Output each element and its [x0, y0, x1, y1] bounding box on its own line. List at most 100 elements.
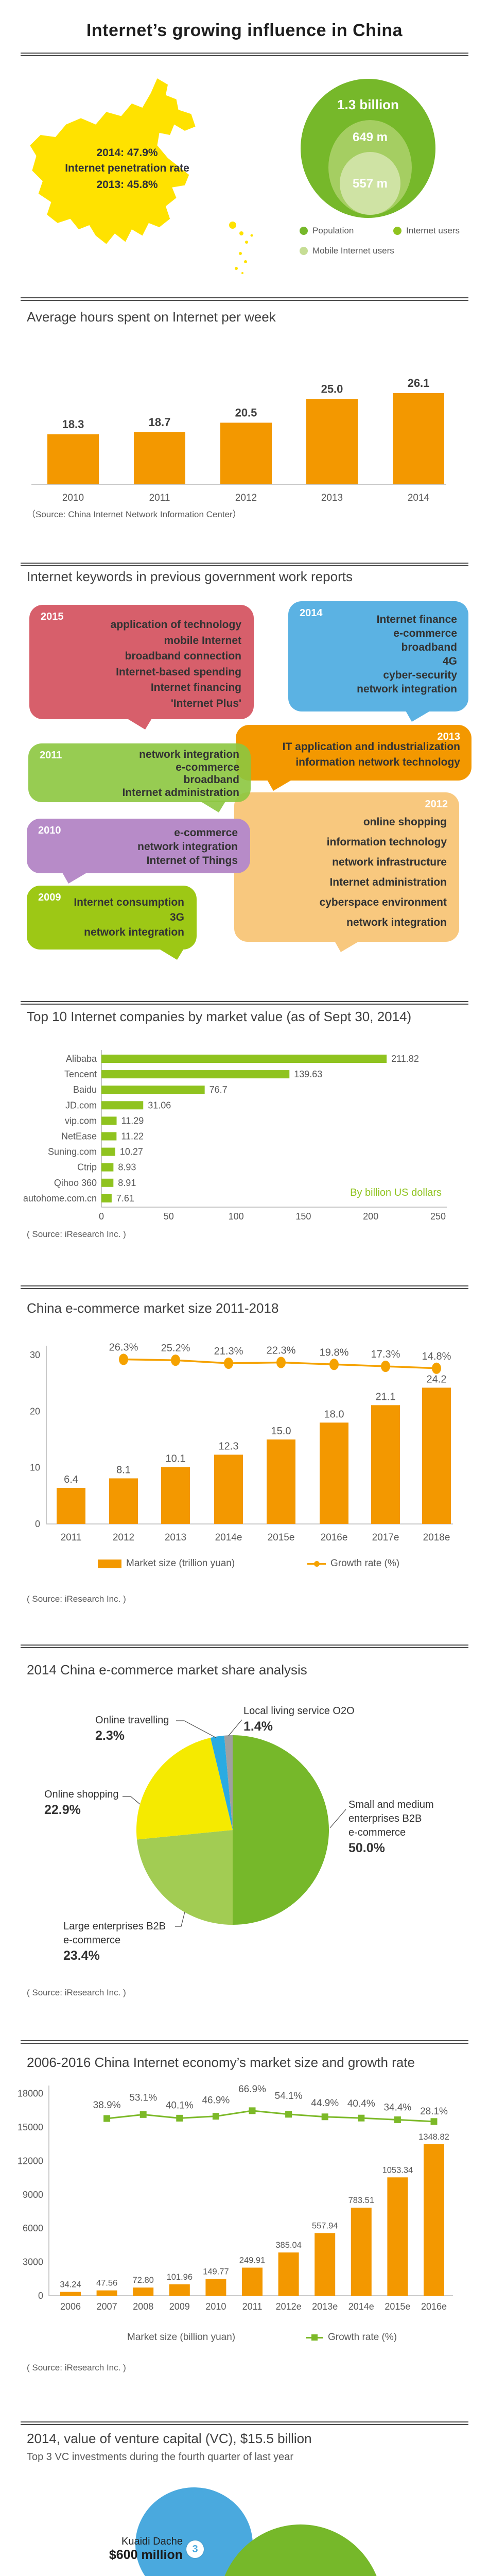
- keyword-item: network integration: [357, 683, 457, 695]
- ecommerce-y-tick: 30: [30, 1350, 40, 1360]
- keyword-item: IT application and industrialization: [282, 741, 460, 753]
- pie-slice-online-shopping: [136, 1738, 233, 1840]
- keyword-item: broadband: [401, 641, 458, 653]
- company-value: 10.27: [120, 1147, 143, 1157]
- keyword-bubble-2010: 2010 e-commerce network integration Intern…: [27, 819, 250, 884]
- hours-x-label: 2011: [149, 493, 170, 503]
- divider: [21, 563, 468, 566]
- growth-value: 19.8%: [320, 1347, 349, 1358]
- mobile-users-legend-dot: [300, 247, 308, 255]
- bubble-tail: [199, 801, 226, 812]
- company-name: Ctrip: [77, 1162, 97, 1173]
- pie-slice-online-travelling: [210, 1735, 233, 1830]
- keyword-item: network integration: [139, 749, 239, 760]
- growth-value: 25.2%: [161, 1343, 190, 1354]
- growth-value: 22.3%: [267, 1345, 296, 1357]
- companies-chart-source: ( Source: iResearch Inc. ): [27, 1229, 126, 1239]
- bubble-tail: [334, 940, 361, 952]
- island-dot: [235, 267, 238, 270]
- keyword-item: Internet administration: [122, 786, 239, 799]
- leader-line-large: [175, 1911, 185, 1927]
- economy-y-tick: 18000: [18, 2089, 43, 2099]
- bubble-tail: [267, 779, 293, 791]
- vc-title: 2014, value of venture capital (VC), $15…: [27, 2431, 312, 2446]
- penetration-label: Internet penetration rate: [65, 162, 189, 174]
- penetration-2013: 2013: 45.8%: [96, 179, 158, 191]
- growth-square: [176, 2114, 183, 2122]
- growth-value: 34.4%: [383, 2102, 411, 2113]
- company-bar: [101, 1163, 114, 1172]
- growth-value: 54.1%: [275, 2091, 303, 2102]
- slice-value: 50.0%: [348, 1841, 385, 1855]
- company-name: Suning.com: [48, 1147, 97, 1157]
- bubble-keywords: application of technology mobile Internet…: [29, 617, 254, 711]
- company-value: 139.63: [294, 1069, 322, 1079]
- companies-x-tick: 200: [363, 1211, 378, 1222]
- company-value: 76.7: [209, 1084, 228, 1095]
- economy-bar-value: 1348.82: [418, 2132, 449, 2142]
- keyword-bubble-2009: 2009 Internet consumption 3G network integ…: [27, 886, 197, 960]
- legend-market-size-billion: Market size (billion yuan): [100, 2332, 235, 2343]
- growth-dot: [329, 1359, 339, 1370]
- bubble-tail: [405, 710, 432, 722]
- growth-value: 40.1%: [166, 2100, 194, 2111]
- company-bar: [101, 1132, 117, 1141]
- companies-chart-title: Top 10 Internet companies by market valu…: [27, 1009, 412, 1024]
- keyword-bubble-2014: 2014 Internet finance e-commerce broadband…: [288, 601, 468, 722]
- growth-value: 17.3%: [371, 1349, 400, 1360]
- keyword-bubble-2013: 2013 IT application and industrializatio…: [236, 725, 471, 791]
- economy-bar: [278, 2252, 299, 2296]
- ecommerce-bar-value: 10.1: [166, 1453, 186, 1465]
- growth-value: 53.1%: [129, 2092, 157, 2103]
- ecommerce-bar: [267, 1439, 295, 1524]
- ecommerce-bar-value: 6.4: [64, 1474, 78, 1485]
- rank-number: 3: [192, 2543, 198, 2555]
- ecommerce-bar: [57, 1488, 85, 1524]
- vc-bubble-kuaidi: [135, 2487, 253, 2576]
- company-value: 31.06: [148, 1100, 171, 1110]
- growth-line: [107, 2110, 434, 2123]
- company-bar: [101, 1055, 387, 1063]
- leader-line-o2o: [228, 1719, 242, 1736]
- hours-bar-value: 18.7: [149, 416, 171, 429]
- market-share-title: 2014 China e-commerce market share analy…: [27, 1662, 307, 1677]
- keywords-title: Internet keywords in previous government…: [27, 569, 353, 584]
- pie-slice-smb-b2b: [233, 1735, 329, 1925]
- legend-label: Market size (trillion yuan): [126, 1558, 235, 1569]
- economy-bar: [60, 2292, 81, 2296]
- penetration-2014: 2014: 47.9%: [96, 147, 158, 159]
- economy-x-label: 2006: [60, 2301, 81, 2312]
- ecommerce-bar-value: 12.3: [219, 1441, 239, 1452]
- economy-bar: [351, 2208, 372, 2296]
- growth-dot: [381, 1361, 390, 1372]
- pie-label-o2o: Local living service O2O 1.4%: [243, 1704, 355, 1734]
- pie-label-shopping: Online shopping 22.9%: [44, 1788, 119, 1817]
- market-size-swatch: [98, 1559, 121, 1568]
- keyword-item: network infrastructure: [332, 856, 447, 868]
- economy-x-label: 2013e: [312, 2301, 338, 2312]
- keyword-item: information network technology: [295, 756, 460, 768]
- ecommerce-bar-value: 21.1: [376, 1391, 396, 1402]
- vc-amount: $600 million: [109, 2548, 183, 2562]
- ecommerce-y-tick: 10: [30, 1463, 40, 1473]
- pie-label-travelling: Online travelling 2.3%: [95, 1714, 169, 1743]
- growth-dot: [171, 1354, 180, 1366]
- pie-label-smb: Small and medium enterprises B2B e-comme…: [348, 1798, 434, 1855]
- population-legend-dot: [300, 227, 308, 235]
- slice-label: enterprises B2B: [348, 1813, 422, 1824]
- growth-value: 66.9%: [238, 2084, 266, 2095]
- slice-label: Large enterprises B2B: [63, 1921, 166, 1932]
- economy-bar-value: 149.77: [203, 2267, 229, 2276]
- growth-dot: [432, 1362, 441, 1374]
- ecommerce-bar-value: 18.0: [324, 1409, 344, 1420]
- legend-market-size-trillion: Market size (trillion yuan): [98, 1558, 235, 1569]
- legend-mobile-users: Mobile Internet users: [300, 246, 394, 256]
- bubble-year: 2012: [425, 799, 448, 810]
- economy-bar-value: 249.91: [239, 2256, 265, 2265]
- company-name: Baidu: [73, 1084, 97, 1095]
- keyword-item: e-commerce: [174, 827, 238, 839]
- market-share-pie: [123, 1719, 346, 1927]
- company-bar: [101, 1116, 117, 1125]
